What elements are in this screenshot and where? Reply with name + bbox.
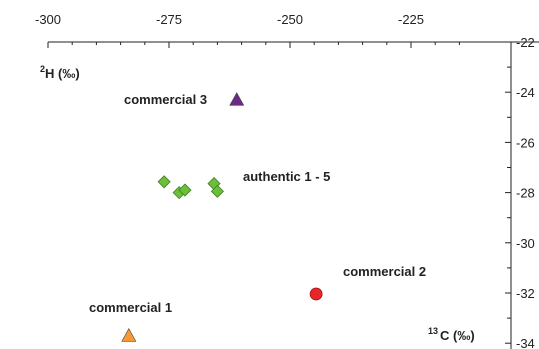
- x-tick-label: -275: [156, 12, 182, 27]
- label-commercial-3: commercial 3: [124, 92, 207, 107]
- point-authentic-1-5: [178, 183, 192, 197]
- x-axis-title-superscript: 13: [428, 326, 438, 336]
- label-commercial-1: commercial 1: [89, 300, 172, 315]
- y-tick-label: -28: [516, 186, 535, 201]
- point-commercial-1: [121, 328, 137, 342]
- y-axis-title-text: H (‰): [45, 66, 80, 81]
- point-authentic-1-5: [210, 184, 224, 198]
- point-authentic-1-5: [157, 175, 171, 189]
- x-axis-ticks: -300 -275 -250 -225: [35, 12, 460, 48]
- y-tick-label: -34: [516, 336, 535, 349]
- label-authentic-1-5: authentic 1 - 5: [243, 169, 330, 184]
- y-tick-label: -26: [516, 135, 535, 150]
- x-axis-title: 13 C (‰): [428, 326, 475, 343]
- y-tick-label: -32: [516, 286, 535, 301]
- x-tick-label: -225: [398, 12, 424, 27]
- y-axis-ticks: -22 -24 -26 -28 -30 -32 -34: [505, 35, 535, 349]
- x-tick-label: -250: [277, 12, 303, 27]
- x-axis-title-text: C (‰): [440, 328, 475, 343]
- y-tick-label: -22: [516, 35, 535, 50]
- y-axis-title-superscript: 2: [40, 64, 45, 74]
- data-points: [121, 92, 323, 342]
- y-tick-label: -24: [516, 85, 535, 100]
- y-axis-title: 2H (‰): [40, 64, 80, 81]
- point-commercial-2: [309, 287, 323, 301]
- x-tick-label: -300: [35, 12, 61, 27]
- y-tick-label: -30: [516, 236, 535, 251]
- label-commercial-2: commercial 2: [343, 264, 426, 279]
- point-commercial-3: [229, 92, 245, 106]
